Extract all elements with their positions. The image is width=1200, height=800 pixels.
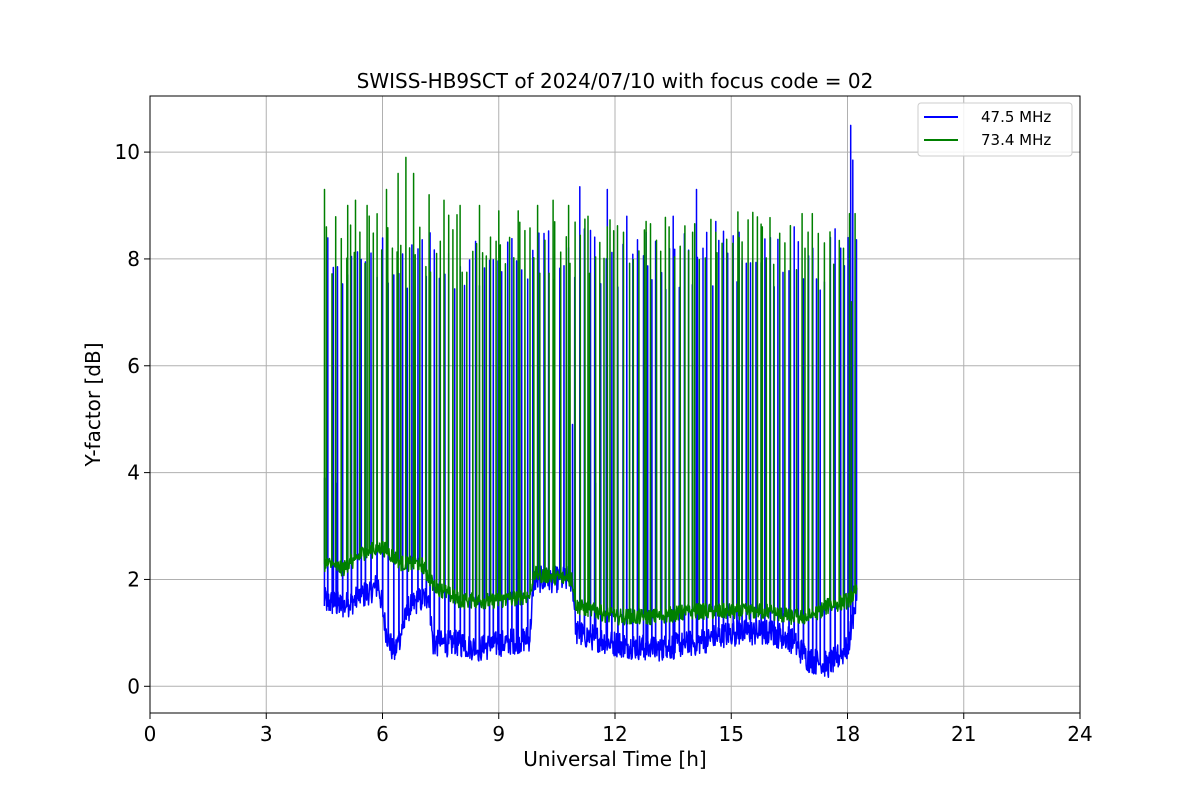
x-tick-label: 15 [719,722,744,746]
y-tick-label: 8 [127,247,140,271]
y-tick-label: 4 [127,461,140,485]
y-tick-label: 10 [115,140,140,164]
series-layer [323,124,858,678]
chart-title: SWISS-HB9SCT of 2024/07/10 with focus co… [357,69,874,93]
y-tick-label: 6 [127,354,140,378]
legend-label-47-5-mhz: 47.5 MHz [981,108,1051,126]
legend-label-73-4-mhz: 73.4 MHz [981,131,1051,149]
x-axis-title: Universal Time [h] [523,747,706,771]
x-tick-label: 24 [1067,722,1092,746]
series-line-47-5-mhz [323,124,858,678]
y-tick-label: 0 [127,674,140,698]
x-tick-label: 9 [492,722,505,746]
x-tick-label: 3 [260,722,273,746]
series-line-73-4-mhz [323,156,858,626]
x-tick-label: 18 [835,722,860,746]
legend: 47.5 MHz 73.4 MHz [917,102,1073,157]
y-axis-title: Y-factor [dB] [81,342,105,467]
x-tick-label: 12 [602,722,627,746]
x-tick-label: 6 [376,722,389,746]
x-tick-label: 21 [951,722,976,746]
grid-layer [149,96,1081,713]
x-tick-label: 0 [144,722,157,746]
y-tick-label: 2 [127,567,140,591]
